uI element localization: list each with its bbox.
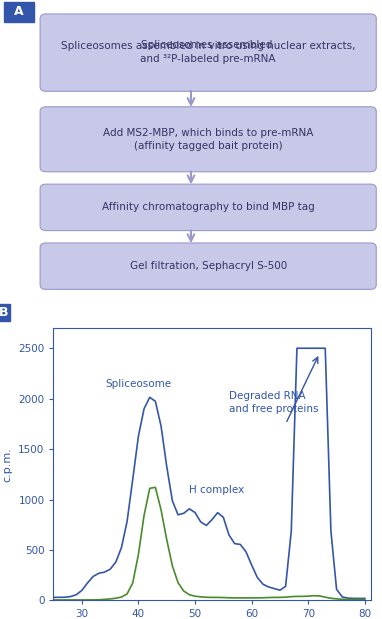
Text: Spliceosomes assembled: Spliceosomes assembled: [141, 40, 275, 50]
Text: Degraded RNA
and free proteins: Degraded RNA and free proteins: [229, 391, 319, 414]
Text: Spliceosome: Spliceosome: [105, 379, 172, 389]
Text: B: B: [0, 306, 8, 319]
FancyBboxPatch shape: [40, 184, 376, 230]
Text: H complex: H complex: [189, 485, 244, 495]
Text: Spliceosomes assembled ​: Spliceosomes assembled ​: [141, 40, 275, 50]
Text: A: A: [14, 5, 24, 18]
Text: Affinity chromatography to bind MBP tag: Affinity chromatography to bind MBP tag: [102, 202, 314, 212]
Text: Gel filtration, Sephacryl S-500: Gel filtration, Sephacryl S-500: [129, 261, 287, 271]
FancyBboxPatch shape: [40, 14, 376, 91]
Text: Add MS2-MBP, which binds to pre-mRNA
(affinity tagged bait protein): Add MS2-MBP, which binds to pre-mRNA (af…: [103, 128, 313, 151]
Y-axis label: c.p.m.: c.p.m.: [3, 447, 13, 482]
FancyBboxPatch shape: [40, 106, 376, 171]
FancyBboxPatch shape: [4, 1, 34, 22]
Text: Spliceosomes assembled in vitro using nuclear extracts,
and ³²P-labeled pre-mRNA: Spliceosomes assembled in vitro using nu…: [61, 41, 355, 64]
FancyBboxPatch shape: [40, 243, 376, 289]
